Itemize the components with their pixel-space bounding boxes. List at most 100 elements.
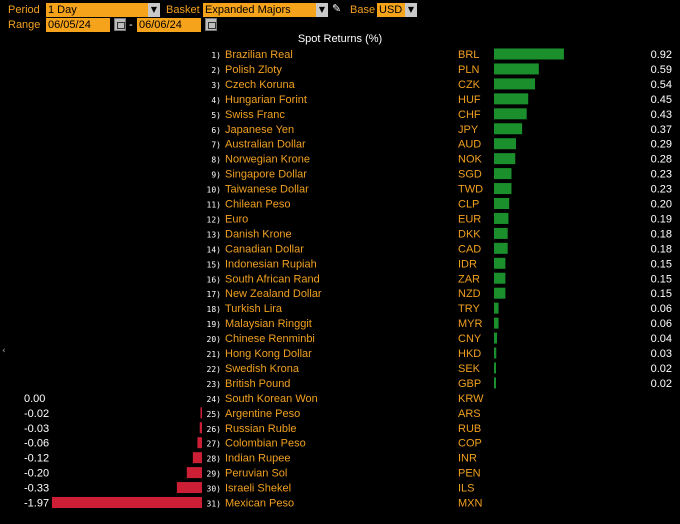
rank-label: 1) — [211, 51, 221, 60]
value-label: 0.18 — [651, 228, 672, 240]
currency-code: CNY — [458, 333, 482, 345]
positive-bar — [494, 183, 512, 195]
value-label: 0.28 — [651, 154, 672, 166]
currency-code: AUD — [458, 139, 481, 151]
range-start-input[interactable]: 06/05/24 — [46, 18, 110, 32]
currency-name: Singapore Dollar — [225, 169, 307, 181]
rank-label: 23) — [207, 380, 221, 389]
currency-name: Taiwanese Dollar — [225, 184, 309, 196]
value-label: 0.92 — [651, 49, 672, 61]
currency-code: EUR — [458, 213, 481, 225]
currency-name: Australian Dollar — [225, 139, 306, 151]
calendar-icon[interactable] — [205, 18, 217, 31]
positive-bar — [494, 302, 499, 314]
positive-bar — [494, 108, 527, 120]
rank-label: 20) — [207, 335, 221, 344]
positive-bar — [494, 287, 506, 299]
positive-bar — [494, 93, 529, 105]
rank-label: 26) — [207, 425, 221, 434]
value-label: 0.04 — [651, 333, 672, 345]
rank-label: 27) — [207, 440, 221, 449]
range-separator: - — [129, 19, 133, 31]
base-currency-select[interactable]: USD — [377, 3, 405, 17]
currency-name: South African Rand — [225, 273, 320, 285]
period-select[interactable]: 1 Day — [46, 3, 148, 17]
rank-label: 12) — [207, 215, 221, 224]
currency-name: Mexican Peso — [225, 498, 294, 510]
value-label: -0.02 — [24, 408, 49, 420]
rank-label: 11) — [207, 201, 221, 210]
value-label: 0.02 — [651, 363, 672, 375]
rank-label: 9) — [211, 171, 221, 180]
value-label: 0.00 — [24, 393, 45, 405]
currency-name: Danish Krone — [225, 228, 292, 240]
value-label: 0.23 — [651, 169, 672, 181]
rank-label: 18) — [207, 305, 221, 314]
value-label: 0.15 — [651, 288, 672, 300]
currency-name: Peruvian Sol — [225, 468, 287, 480]
chevron-down-icon[interactable]: ▼ — [405, 3, 417, 17]
positive-bar — [494, 242, 508, 254]
negative-bar — [192, 452, 202, 464]
calendar-icon[interactable] — [114, 18, 126, 31]
currency-code: SEK — [458, 363, 481, 375]
value-label: 0.37 — [651, 124, 672, 136]
currency-name: Argentine Peso — [225, 408, 300, 420]
toolbar: Period 1 Day ▼ Basket Expanded Majors ▼ … — [0, 0, 680, 34]
value-label: 0.15 — [651, 258, 672, 270]
positive-bar — [494, 63, 539, 75]
value-label: 0.06 — [651, 318, 672, 330]
currency-name: Hong Kong Dollar — [225, 348, 312, 360]
positive-bar — [494, 362, 496, 374]
positive-bar — [494, 257, 506, 269]
value-label: 0.23 — [651, 184, 672, 196]
currency-name: Chinese Renminbi — [225, 333, 315, 345]
chevron-down-icon[interactable]: ▼ — [148, 3, 160, 17]
currency-name: Czech Koruna — [225, 79, 296, 91]
currency-code: ARS — [458, 408, 481, 420]
basket-select[interactable]: Expanded Majors — [203, 3, 316, 17]
currency-code: NZD — [458, 288, 481, 300]
currency-name: Euro — [225, 213, 248, 225]
currency-code: HUF — [458, 94, 481, 106]
currency-code: CZK — [458, 79, 481, 91]
rank-label: 16) — [207, 275, 221, 284]
positive-bar — [494, 227, 508, 239]
rank-label: 10) — [207, 186, 221, 195]
chevron-down-icon[interactable]: ▼ — [316, 3, 328, 17]
positive-bar — [494, 153, 516, 165]
value-label: -0.03 — [24, 423, 49, 435]
range-end-input[interactable]: 06/06/24 — [137, 18, 201, 32]
pencil-icon[interactable]: ✎ — [332, 2, 342, 15]
currency-name: Turkish Lira — [225, 303, 283, 315]
value-label: 0.03 — [651, 348, 672, 360]
base-label: Base — [350, 4, 376, 16]
positive-bar — [494, 138, 517, 150]
rank-label: 13) — [207, 230, 221, 239]
currency-code: JPY — [458, 124, 479, 136]
currency-name: Brazilian Real — [225, 49, 293, 61]
currency-code: COP — [458, 438, 482, 450]
currency-code: ILS — [458, 483, 475, 495]
currency-name: New Zealand Dollar — [225, 288, 322, 300]
currency-name: Canadian Dollar — [225, 243, 304, 255]
rank-label: 19) — [207, 320, 221, 329]
value-label: 0.15 — [651, 273, 672, 285]
rank-label: 3) — [211, 81, 221, 90]
currency-code: SGD — [458, 169, 482, 181]
range-label: Range — [8, 19, 41, 31]
value-label: 0.06 — [651, 303, 672, 315]
rank-label: 24) — [207, 395, 221, 404]
chevron-left-icon[interactable]: ‹ — [2, 346, 6, 356]
positive-bar — [494, 377, 496, 389]
currency-code: PEN — [458, 468, 481, 480]
value-label: -0.20 — [24, 468, 49, 480]
value-label: 0.18 — [651, 243, 672, 255]
rank-label: 30) — [207, 485, 221, 494]
positive-bar — [494, 212, 509, 224]
value-label: -0.33 — [24, 483, 49, 495]
value-label: 0.45 — [651, 94, 672, 106]
positive-bar — [494, 168, 512, 180]
rank-label: 7) — [211, 141, 221, 150]
